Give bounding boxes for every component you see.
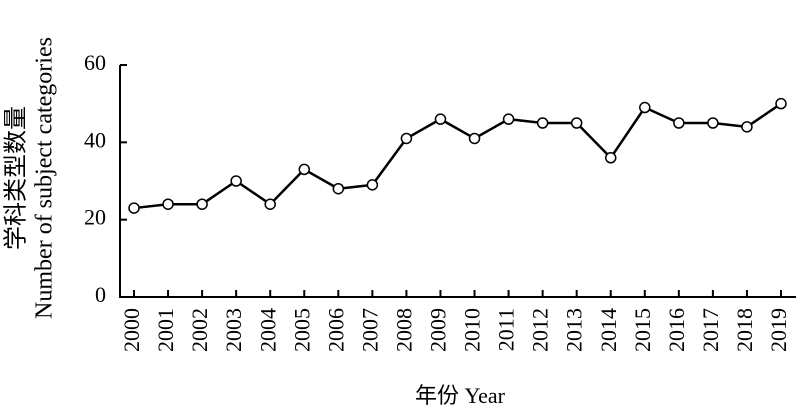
- x-tick-label: 2014: [596, 308, 621, 352]
- data-point: [536, 117, 549, 129]
- x-axis-label: 年份 Year: [415, 383, 506, 408]
- y-tick-label: 0: [95, 282, 106, 307]
- x-tick-label: 2007: [357, 308, 382, 352]
- x-tick-label: 2012: [528, 308, 553, 352]
- x-tick-label: 2018: [732, 308, 757, 352]
- y-axis-label: Number of subject categories: [32, 37, 58, 319]
- x-tick-label: 2019: [766, 308, 791, 352]
- data-point: [332, 182, 345, 195]
- data-point: [639, 101, 651, 114]
- data-point: [162, 198, 174, 210]
- x-tick-label: 2013: [562, 308, 587, 352]
- x-tick-label: 2006: [323, 308, 348, 352]
- y-tick-label: 60: [84, 50, 106, 75]
- data-point: [196, 198, 208, 210]
- x-tick-label: 2005: [289, 308, 314, 352]
- y-axis-label: 学科类型数量: [3, 106, 30, 250]
- x-tick-label: 2015: [630, 308, 655, 352]
- data-line: [133, 102, 782, 210]
- data-point: [434, 113, 447, 125]
- x-tick-label: 2002: [187, 308, 212, 352]
- x-tick-label: 2017: [698, 308, 723, 352]
- data-point: [230, 175, 242, 187]
- data-point: [570, 117, 583, 129]
- x-tick-label: 2003: [221, 308, 246, 352]
- data-point: [604, 152, 617, 164]
- x-tick-label: 2010: [460, 308, 485, 352]
- data-point: [707, 117, 719, 129]
- x-tick-label: 2011: [494, 308, 519, 351]
- data-point: [298, 163, 311, 176]
- data-point: [502, 113, 515, 125]
- x-tick-label: 2008: [391, 308, 416, 352]
- data-point: [264, 198, 276, 210]
- data-point: [400, 132, 413, 145]
- data-point: [468, 132, 481, 145]
- y-tick-label: 40: [84, 127, 106, 152]
- data-point: [741, 121, 753, 133]
- data-point: [775, 97, 787, 110]
- x-tick-label: 2004: [255, 308, 280, 352]
- y-tick-label: 20: [84, 205, 106, 230]
- x-tick-label: 2000: [119, 308, 144, 352]
- x-tick-label: 2009: [426, 308, 451, 352]
- data-point: [366, 179, 379, 191]
- x-tick-label: 2001: [153, 308, 178, 352]
- x-tick-label: 2016: [664, 308, 689, 352]
- data-point: [128, 202, 140, 214]
- data-point: [673, 117, 685, 129]
